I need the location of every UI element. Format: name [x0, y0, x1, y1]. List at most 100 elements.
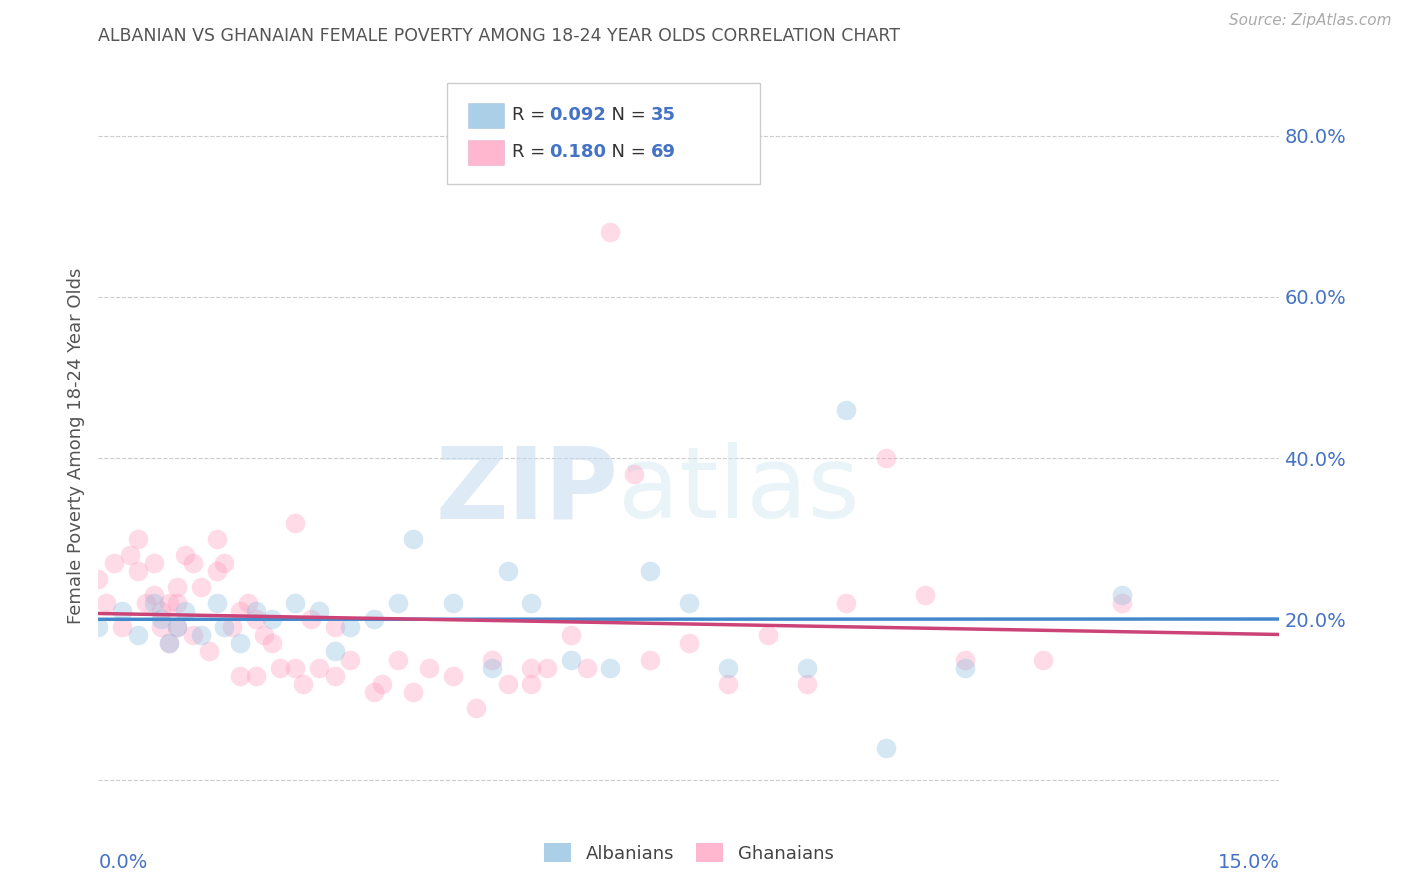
Point [221, 620, 243, 634]
Point [135, 596, 157, 610]
Text: 69: 69 [651, 144, 676, 161]
Point [197, 644, 219, 658]
Point [387, 596, 409, 610]
Text: 0.0%: 0.0% [98, 853, 148, 871]
Point [1032, 652, 1054, 666]
Point [229, 668, 252, 682]
Point [953, 652, 976, 666]
Point [299, 612, 322, 626]
Point [269, 660, 291, 674]
Point [323, 668, 346, 682]
Point [496, 564, 519, 578]
Point [371, 676, 394, 690]
Point [260, 636, 283, 650]
Point [520, 676, 543, 690]
Text: R =: R = [512, 106, 551, 124]
Point [142, 596, 165, 610]
Point [835, 402, 858, 417]
Point [118, 548, 141, 562]
Point [150, 604, 173, 618]
Point [127, 532, 149, 546]
Point [181, 628, 204, 642]
Point [245, 604, 267, 618]
Point [284, 596, 307, 610]
Point [796, 660, 818, 674]
Point [481, 660, 503, 674]
Text: atlas: atlas [619, 442, 859, 540]
Point [953, 660, 976, 674]
Point [875, 741, 897, 756]
Point [323, 644, 346, 658]
Text: N =: N = [600, 106, 652, 124]
Point [87, 572, 110, 586]
Point [214, 556, 236, 570]
Point [205, 564, 228, 578]
Point [678, 596, 700, 610]
Point [323, 620, 346, 634]
Point [127, 628, 149, 642]
Text: 0.180: 0.180 [550, 144, 606, 161]
Text: Source: ZipAtlas.com: Source: ZipAtlas.com [1229, 13, 1392, 29]
Point [166, 596, 188, 610]
Point [229, 636, 252, 650]
Point [441, 668, 464, 682]
Point [441, 596, 464, 610]
Text: N =: N = [600, 144, 652, 161]
Point [245, 612, 267, 626]
Point [142, 588, 165, 602]
Point [481, 652, 503, 666]
Point [308, 604, 330, 618]
Point [292, 676, 315, 690]
Point [181, 556, 204, 570]
Point [387, 652, 409, 666]
Point [623, 467, 645, 482]
Point [560, 652, 582, 666]
Point [284, 660, 307, 674]
Point [339, 652, 361, 666]
Text: 15.0%: 15.0% [1218, 853, 1279, 871]
Point [717, 676, 740, 690]
Point [205, 596, 228, 610]
Point [560, 628, 582, 642]
Point [835, 596, 858, 610]
Point [229, 604, 252, 618]
Point [174, 604, 197, 618]
Point [150, 620, 173, 634]
Point [214, 620, 236, 634]
Legend: Albanians, Ghanaians: Albanians, Ghanaians [536, 834, 842, 871]
Point [465, 701, 488, 715]
Point [402, 532, 425, 546]
Point [111, 604, 134, 618]
Point [190, 628, 212, 642]
Point [418, 660, 440, 674]
Point [1111, 588, 1133, 602]
Point [284, 516, 307, 530]
Point [150, 612, 173, 626]
Point [1111, 596, 1133, 610]
Point [157, 636, 180, 650]
Point [339, 620, 361, 634]
Point [103, 556, 125, 570]
Point [166, 580, 188, 594]
Point [678, 636, 700, 650]
Point [157, 636, 180, 650]
Point [575, 660, 598, 674]
Text: R =: R = [512, 144, 557, 161]
Point [599, 226, 621, 240]
Point [520, 660, 543, 674]
FancyBboxPatch shape [468, 103, 503, 128]
Point [127, 564, 149, 578]
Point [205, 532, 228, 546]
Text: ALBANIAN VS GHANAIAN FEMALE POVERTY AMONG 18-24 YEAR OLDS CORRELATION CHART: ALBANIAN VS GHANAIAN FEMALE POVERTY AMON… [98, 27, 900, 45]
Point [174, 548, 197, 562]
Point [166, 620, 188, 634]
Point [520, 596, 543, 610]
Text: 0.092: 0.092 [550, 106, 606, 124]
Point [253, 628, 276, 642]
Point [190, 580, 212, 594]
Text: 35: 35 [651, 106, 676, 124]
Point [245, 668, 267, 682]
FancyBboxPatch shape [447, 83, 759, 184]
Point [166, 620, 188, 634]
Point [111, 620, 134, 634]
